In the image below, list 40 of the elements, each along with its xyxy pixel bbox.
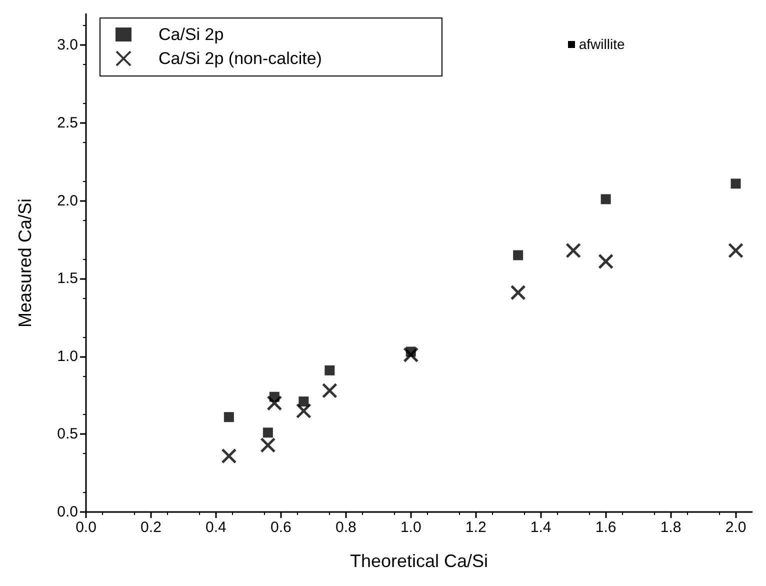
x-tick-label: 1.4	[530, 519, 552, 536]
x-tick-label: 0.0	[76, 519, 96, 536]
point	[324, 365, 335, 376]
point	[296, 403, 312, 419]
point	[403, 347, 419, 363]
point	[262, 428, 273, 438]
x-tick-label: 1.2	[465, 519, 486, 536]
y-tick-label: 2.5	[57, 114, 78, 132]
annotation: afwillite	[578, 36, 625, 52]
x-tick-label: 2.0	[725, 519, 746, 536]
legend-label: Ca/Si 2p (non-calcite)	[158, 49, 322, 68]
x-tick-label: 1.8	[660, 519, 682, 536]
y-tick-label: 0.5	[57, 426, 78, 443]
y-tick-label: 3.0	[57, 36, 78, 54]
y-tick-label: 0.0	[57, 504, 78, 520]
x-axis-title: Theoretical Ca/Si	[350, 551, 488, 571]
point	[224, 412, 234, 422]
x-tick-label: 0.6	[270, 519, 292, 536]
point	[322, 382, 338, 398]
point	[600, 194, 611, 204]
point	[260, 437, 276, 453]
y-tick-label: 1.0	[57, 348, 78, 365]
y-tick-label: 2.0	[57, 192, 78, 210]
point	[221, 448, 237, 464]
point	[513, 250, 524, 260]
point	[510, 284, 526, 300]
point	[730, 178, 741, 189]
x-tick-label: 1.0	[400, 519, 422, 536]
point	[266, 395, 282, 411]
x-tick-label: 0.8	[335, 519, 356, 536]
x-tick-label: 1.6	[595, 519, 616, 536]
point	[598, 254, 614, 270]
legend-label: Ca/Si 2p	[158, 25, 224, 44]
point	[298, 396, 309, 407]
x-tick-label: 0.2	[140, 519, 162, 536]
y-axis-title: Measured Ca/Si	[15, 198, 35, 328]
y-tick-label: 1.5	[57, 270, 78, 288]
point	[728, 242, 744, 258]
point	[566, 242, 582, 258]
x-tick-label: 0.4	[206, 519, 226, 536]
